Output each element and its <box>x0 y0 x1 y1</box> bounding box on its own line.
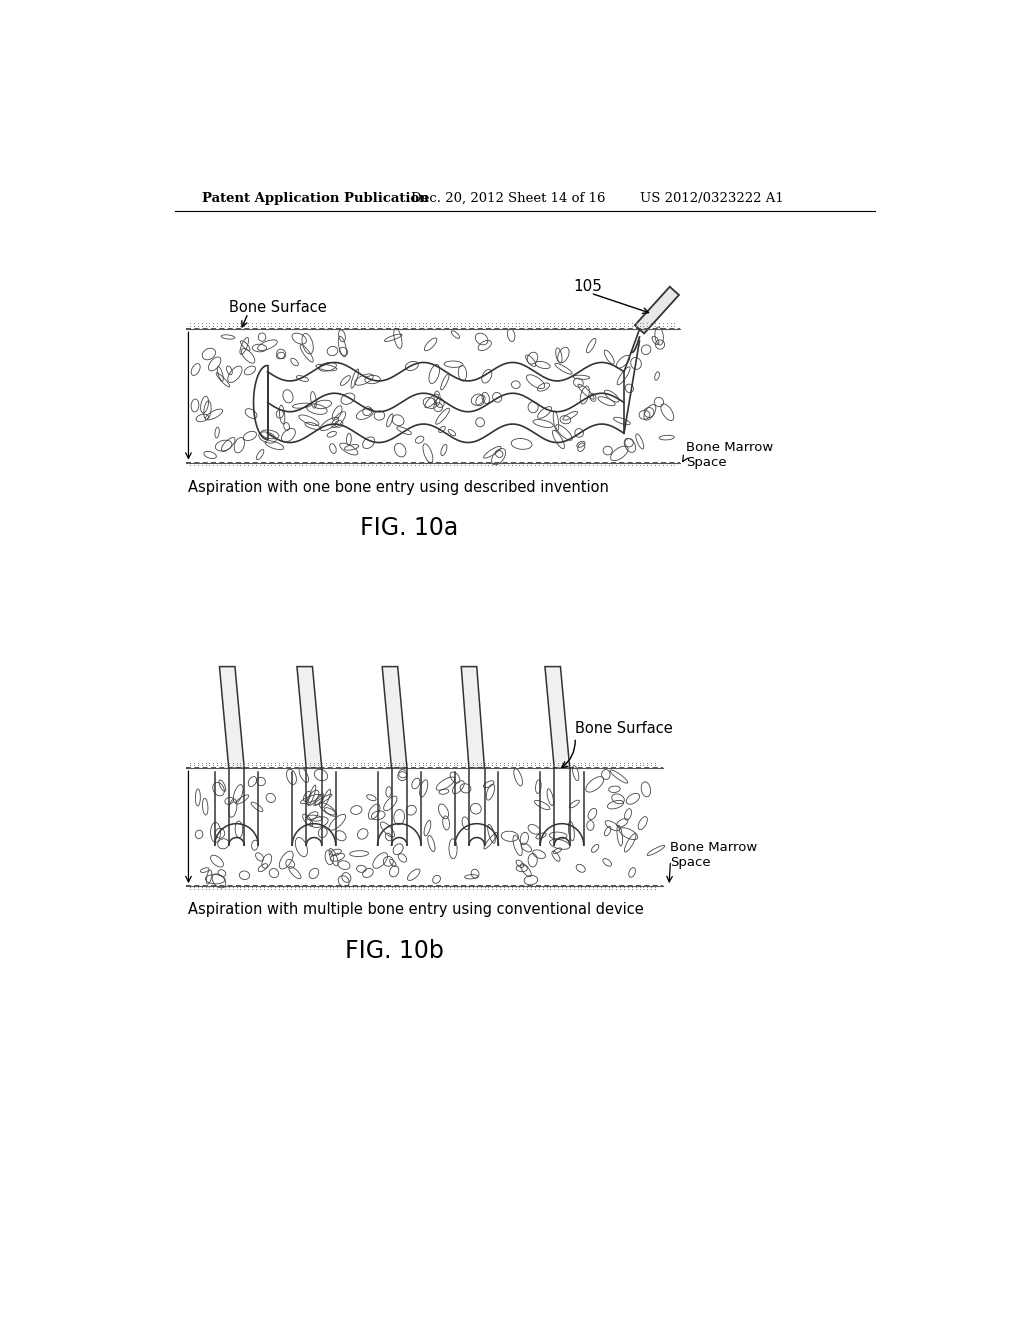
Text: Aspiration with one bone entry using described invention: Aspiration with one bone entry using des… <box>188 479 609 495</box>
Polygon shape <box>461 667 484 768</box>
Polygon shape <box>382 667 407 768</box>
Text: Sheet 14 of 16: Sheet 14 of 16 <box>508 191 605 205</box>
Text: 105: 105 <box>573 280 602 294</box>
Text: US 2012/0323222 A1: US 2012/0323222 A1 <box>640 191 783 205</box>
Text: FIG. 10a: FIG. 10a <box>360 516 459 540</box>
Polygon shape <box>545 667 569 768</box>
Text: Bone Marrow
Space: Bone Marrow Space <box>671 841 758 870</box>
Text: Bone Surface: Bone Surface <box>575 721 673 735</box>
Text: Dec. 20, 2012: Dec. 20, 2012 <box>411 191 504 205</box>
Text: Patent Application Publication: Patent Application Publication <box>202 191 428 205</box>
Text: Aspiration with multiple bone entry using conventional device: Aspiration with multiple bone entry usin… <box>188 902 644 916</box>
Polygon shape <box>219 667 245 768</box>
Text: Bone Marrow
Space: Bone Marrow Space <box>686 441 773 469</box>
Polygon shape <box>297 667 322 768</box>
Text: FIG. 10b: FIG. 10b <box>345 940 443 964</box>
Text: Bone Surface: Bone Surface <box>228 300 327 314</box>
Polygon shape <box>635 286 679 334</box>
